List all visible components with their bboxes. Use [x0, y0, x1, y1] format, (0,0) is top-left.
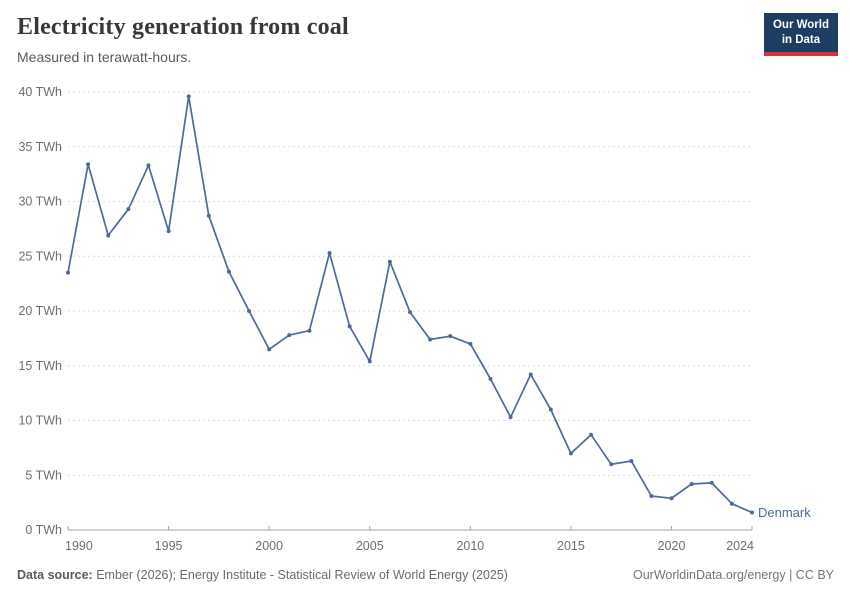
y-axis-tick-label: 10 TWh	[18, 414, 62, 428]
data-point[interactable]	[689, 482, 694, 487]
data-point[interactable]	[186, 94, 191, 99]
y-axis-tick-label: 5 TWh	[25, 468, 62, 482]
data-point[interactable]	[367, 359, 372, 364]
y-axis-tick-label: 0 TWh	[25, 523, 62, 537]
series-label[interactable]: Denmark	[758, 505, 811, 520]
x-axis-tick-label: 2000	[255, 539, 283, 553]
data-point[interactable]	[468, 341, 473, 346]
data-point[interactable]	[247, 309, 252, 313]
x-axis-tick-label: 1990	[65, 539, 93, 553]
y-axis-tick-label: 35 TWh	[18, 140, 62, 154]
data-point[interactable]	[307, 328, 312, 333]
data-point[interactable]	[267, 347, 272, 352]
data-point[interactable]	[86, 162, 91, 167]
data-point[interactable]	[146, 163, 151, 168]
data-point[interactable]	[106, 233, 111, 238]
chart-footer: Data source: Ember (2026); Energy Instit…	[0, 568, 850, 582]
data-point[interactable]	[629, 459, 634, 464]
data-point[interactable]	[609, 462, 614, 467]
data-point[interactable]	[568, 451, 573, 456]
data-point[interactable]	[548, 407, 553, 412]
data-point[interactable]	[126, 207, 131, 212]
data-point[interactable]	[589, 432, 594, 437]
data-point[interactable]	[508, 415, 513, 420]
data-source-note: Data source: Ember (2026); Energy Instit…	[17, 568, 508, 582]
data-point[interactable]	[729, 501, 734, 506]
owid-logo-line2: in Data	[781, 33, 821, 46]
data-source-label: Data source:	[17, 568, 93, 582]
data-point[interactable]	[750, 510, 754, 515]
data-point[interactable]	[66, 270, 70, 275]
y-axis-tick-label: 20 TWh	[18, 304, 62, 318]
data-source-text: Ember (2026); Energy Institute - Statist…	[92, 568, 508, 582]
data-point[interactable]	[347, 324, 352, 329]
data-point[interactable]	[428, 337, 433, 342]
page-title: Electricity generation from coal	[17, 14, 349, 40]
data-point[interactable]	[327, 250, 332, 255]
data-point[interactable]	[287, 333, 292, 338]
y-axis-tick-label: 30 TWh	[18, 195, 62, 209]
data-point[interactable]	[649, 494, 654, 499]
data-point[interactable]	[448, 334, 453, 339]
x-axis-tick-label: 2015	[557, 539, 585, 553]
data-point[interactable]	[528, 372, 533, 377]
y-axis-tick-label: 25 TWh	[18, 249, 62, 263]
x-axis-tick-label: 1995	[155, 539, 183, 553]
x-axis-tick-label: 2024	[726, 539, 754, 553]
data-point[interactable]	[387, 259, 392, 264]
owid-logo-line1: Our World	[772, 19, 829, 31]
data-line[interactable]	[67, 95, 753, 514]
data-point[interactable]	[408, 310, 412, 315]
data-point[interactable]	[488, 376, 493, 381]
data-point[interactable]	[206, 213, 211, 218]
x-axis-tick-label: 2020	[658, 539, 686, 553]
data-point[interactable]	[669, 496, 674, 501]
x-axis-tick-label: 2005	[356, 539, 384, 553]
owid-logo: Our World in Data	[763, 13, 838, 56]
data-point[interactable]	[226, 269, 231, 274]
data-point[interactable]	[709, 480, 714, 485]
x-axis-tick-label: 2010	[456, 539, 484, 553]
license-link[interactable]: OurWorldinData.org/energy | CC BY	[632, 568, 834, 582]
y-axis-tick-label: 15 TWh	[18, 359, 62, 373]
y-axis-tick-label: 40 TWh	[18, 85, 62, 99]
chart-header: Electricity generation from coal Measure…	[17, 14, 349, 65]
chart-subtitle: Measured in terawatt-hours.	[17, 49, 192, 65]
data-point[interactable]	[166, 229, 171, 234]
